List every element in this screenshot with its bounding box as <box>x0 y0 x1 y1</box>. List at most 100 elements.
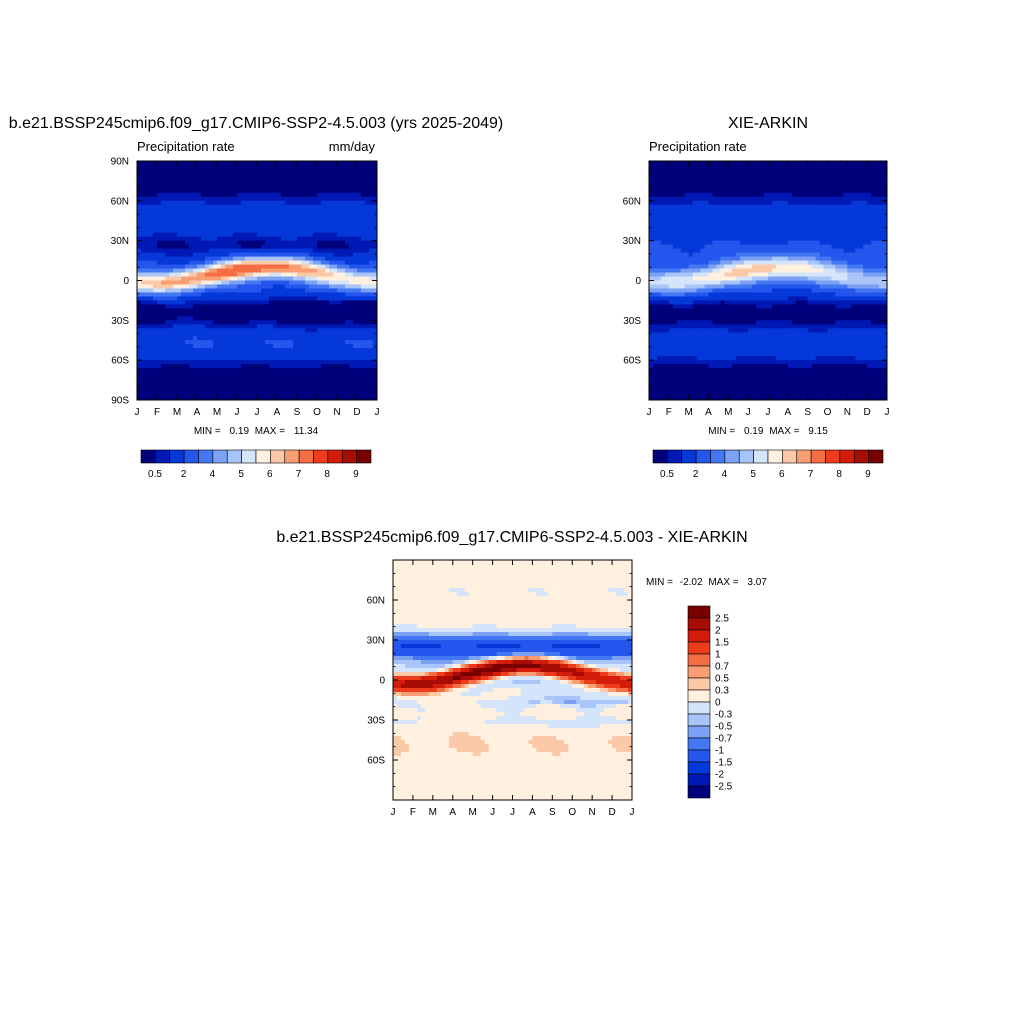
contour-cell <box>185 164 190 170</box>
contour-cell <box>803 216 809 222</box>
contour-cell <box>807 208 813 214</box>
contour-cell <box>305 304 310 309</box>
contour-cell <box>149 188 154 194</box>
contour-cell <box>241 184 246 190</box>
contour-cell <box>664 164 670 170</box>
contour-cell <box>365 340 370 345</box>
contour-cell <box>736 240 741 246</box>
contour-cell <box>141 184 146 190</box>
contour-cell <box>764 164 769 170</box>
contour-cell <box>313 296 318 302</box>
contour-cell <box>365 344 370 349</box>
contour-cell <box>827 192 833 198</box>
contour-cell <box>141 380 146 385</box>
contour-cell <box>213 208 218 214</box>
contour-cell <box>153 320 158 325</box>
contour-cell <box>321 264 326 270</box>
contour-cell <box>233 236 238 242</box>
contour-cell <box>249 168 254 174</box>
contour-cell <box>233 168 238 174</box>
contour-cell <box>229 164 234 170</box>
contour-cell <box>237 208 242 214</box>
contour-cell <box>153 276 158 282</box>
contour-cell <box>764 220 769 226</box>
contour-cell <box>293 272 298 278</box>
contour-cell <box>145 332 150 337</box>
contour-cell <box>153 340 158 345</box>
contour-cell <box>652 188 658 194</box>
contour-cell <box>851 216 856 222</box>
contour-cell <box>349 348 354 353</box>
contour-cell <box>141 212 146 218</box>
contour-cell <box>141 352 146 357</box>
contour-cell <box>369 240 374 246</box>
contour-cell <box>305 388 310 393</box>
contour-cell <box>257 324 262 329</box>
contour-cell <box>185 260 190 266</box>
contour-cell <box>277 208 282 214</box>
contour-cell <box>253 276 258 282</box>
contour-cell <box>201 176 206 182</box>
contour-cell <box>289 216 294 222</box>
contour-cell <box>361 352 366 357</box>
contour-cell <box>265 232 270 238</box>
contour-cell <box>165 356 170 361</box>
contour-cell <box>193 300 198 305</box>
contour-cell <box>349 192 354 198</box>
contour-cell <box>803 184 809 190</box>
contour-cell <box>225 161 230 166</box>
contour-cell <box>783 176 789 182</box>
contour-cell <box>752 220 757 226</box>
contour-cell <box>213 296 218 302</box>
contour-cell <box>672 164 678 170</box>
contour-cell <box>273 340 278 345</box>
contour-cell <box>249 260 254 266</box>
contour-cell <box>221 280 226 286</box>
contour-cell <box>205 352 210 357</box>
contour-cell <box>297 308 302 313</box>
contour-cell <box>297 196 302 202</box>
contour-cell <box>313 176 318 182</box>
contour-cell <box>225 184 230 190</box>
contour-cell <box>161 172 166 178</box>
contour-cell <box>305 348 310 353</box>
contour-cell <box>137 332 142 337</box>
contour-cell <box>169 384 174 389</box>
contour-cell <box>361 240 366 246</box>
contour-cell <box>843 240 848 246</box>
contour-cell <box>269 220 274 226</box>
contour-cell <box>353 192 358 198</box>
contour-cell <box>700 180 706 186</box>
contour-cell <box>309 368 314 373</box>
contour-cell <box>173 288 178 294</box>
contour-cell <box>305 168 310 174</box>
contour-cell <box>297 216 302 222</box>
contour-cell <box>209 396 214 400</box>
contour-cell <box>257 204 262 210</box>
contour-cell <box>169 316 174 321</box>
contour-cell <box>357 296 362 302</box>
contour-cell <box>301 308 306 313</box>
contour-cell <box>839 172 844 178</box>
contour-cell <box>173 184 178 190</box>
contour-cell <box>161 208 166 214</box>
contour-cell <box>883 176 887 182</box>
contour-cell <box>193 376 198 381</box>
contour-cell <box>369 168 374 174</box>
contour-cell <box>333 296 338 302</box>
contour-cell <box>261 196 266 202</box>
contour-cell <box>281 372 286 377</box>
contour-cell <box>349 304 354 309</box>
contour-cell <box>760 240 765 246</box>
contour-cell <box>193 324 198 329</box>
contour-cell <box>345 308 350 313</box>
contour-cell <box>277 312 282 317</box>
contour-cell <box>775 212 781 218</box>
contour-cell <box>273 268 278 274</box>
contour-cell <box>325 368 330 373</box>
contour-cell <box>153 208 158 214</box>
contour-cell <box>285 392 290 397</box>
contour-cell <box>241 276 246 282</box>
contour-cell <box>847 208 852 214</box>
contour-cell <box>728 240 733 246</box>
